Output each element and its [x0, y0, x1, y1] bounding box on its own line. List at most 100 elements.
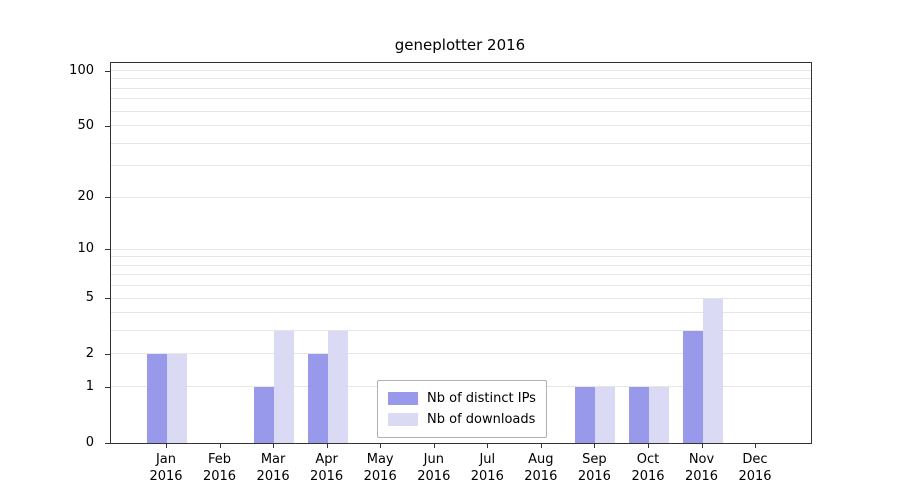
- year-label: 2016: [363, 469, 397, 484]
- chart-title: geneplotter 2016: [394, 36, 526, 54]
- year-label: 2016: [149, 469, 183, 484]
- bar-downloads-nov: [702, 298, 723, 443]
- legend-label-downloads: Nb of downloads: [427, 412, 536, 427]
- x-tick-mark: [273, 443, 275, 448]
- x-axis: Jan 2016 Feb 2016 Mar 2016 Apr 2016 May 2016 Jun 20…: [110, 443, 810, 499]
- x-tick-label: Nov 2016: [670, 451, 734, 485]
- x-tick-mark: [487, 443, 489, 448]
- month-label: Nov: [688, 452, 715, 467]
- month-label: Apr: [315, 452, 338, 467]
- x-tick-label: Jun 2016: [402, 451, 466, 485]
- month-label: Mar: [260, 452, 286, 467]
- month-label: Jun: [423, 452, 444, 467]
- year-label: 2016: [631, 469, 665, 484]
- legend-swatch-downloads: [388, 413, 418, 426]
- y-tick-label: 5: [85, 290, 94, 306]
- gridline: [111, 248, 811, 250]
- y-tick-mark: [105, 249, 110, 251]
- legend-item-distinct-ips: Nb of distinct IPs: [388, 388, 536, 409]
- x-tick-mark: [219, 443, 221, 448]
- x-tick-mark: [433, 443, 435, 448]
- year-label: 2016: [202, 469, 237, 484]
- gridline: [111, 264, 811, 266]
- x-tick-mark: [755, 443, 756, 448]
- year-label: 2016: [577, 469, 611, 484]
- gridline: [111, 353, 811, 355]
- legend-item-downloads: Nb of downloads: [388, 409, 536, 430]
- x-tick-label: Sep 2016: [562, 451, 626, 485]
- legend-swatch-distinct-ips: [388, 392, 418, 405]
- y-tick-mark: [105, 70, 110, 72]
- x-tick-label: Jul 2016: [455, 451, 519, 485]
- gridline: [111, 312, 811, 314]
- month-label: Dec: [742, 452, 768, 467]
- year-label: 2016: [417, 469, 451, 484]
- month-label: Jul: [479, 452, 496, 467]
- x-tick-mark: [326, 443, 328, 448]
- gridline: [111, 78, 811, 80]
- year-label: 2016: [738, 469, 772, 484]
- x-tick-mark: [701, 443, 703, 448]
- bar-distinct-ips-oct: [629, 387, 649, 443]
- year-label: 2016: [684, 469, 719, 484]
- gridline: [111, 285, 811, 287]
- x-tick-label: Mar 2016: [241, 451, 305, 485]
- gridline: [111, 98, 811, 100]
- gridline: [111, 256, 811, 258]
- bar-downloads-sep: [595, 387, 616, 443]
- gridline: [111, 274, 811, 276]
- month-label: Sep: [582, 452, 607, 467]
- x-tick-mark: [540, 443, 542, 448]
- x-tick-mark: [166, 443, 167, 448]
- y-tick-mark: [105, 125, 110, 127]
- x-tick-label: May 2016: [348, 451, 412, 485]
- gridline: [111, 142, 811, 144]
- x-tick-label: Oct 2016: [616, 451, 680, 485]
- year-label: 2016: [310, 469, 344, 484]
- gridline: [111, 70, 811, 71]
- y-tick-label: 50: [77, 117, 94, 133]
- x-tick-label: Apr 2016: [295, 451, 359, 485]
- gridline: [111, 110, 811, 112]
- x-tick-label: Feb 2016: [188, 451, 252, 485]
- gridline: [111, 196, 811, 198]
- y-tick-label: 100: [69, 62, 94, 78]
- x-tick-label: Jan 2016: [134, 451, 198, 485]
- y-tick-mark: [105, 197, 110, 199]
- gridline: [111, 330, 811, 332]
- gridline: [111, 297, 811, 299]
- bar-downloads-jan: [167, 354, 187, 443]
- y-tick-mark: [105, 353, 110, 355]
- y-tick-label: 20: [77, 189, 94, 205]
- y-tick-mark: [105, 442, 110, 444]
- y-tick-label: 0: [85, 434, 94, 450]
- gridline: [111, 125, 811, 127]
- bar-downloads-apr: [327, 331, 348, 443]
- x-tick-label: Dec 2016: [723, 451, 787, 485]
- y-tick-mark: [105, 386, 110, 388]
- x-tick-mark: [648, 443, 649, 448]
- x-tick-mark: [594, 443, 596, 448]
- month-label: Jan: [155, 452, 177, 467]
- month-label: May: [366, 452, 394, 467]
- legend-label-distinct-ips: Nb of distinct IPs: [427, 391, 536, 406]
- bar-downloads-mar: [274, 331, 295, 443]
- x-tick-mark: [380, 443, 382, 448]
- month-label: Aug: [528, 452, 554, 467]
- bar-distinct-ips-jan: [147, 354, 167, 443]
- y-axis: 0 1 2 5 10 20 50 100: [0, 62, 110, 450]
- year-label: 2016: [470, 469, 504, 484]
- bar-distinct-ips-mar: [254, 387, 275, 443]
- x-tick-label: Aug 2016: [509, 451, 573, 485]
- year-label: 2016: [256, 469, 290, 484]
- bar-downloads-oct: [649, 387, 669, 443]
- legend: Nb of distinct IPs Nb of downloads: [377, 380, 547, 438]
- bar-distinct-ips-sep: [575, 387, 596, 443]
- gridline: [111, 87, 811, 89]
- y-tick-mark: [105, 298, 110, 300]
- y-tick-label: 1: [85, 378, 94, 394]
- month-label: Feb: [207, 452, 232, 467]
- y-tick-label: 10: [77, 241, 94, 257]
- bar-distinct-ips-nov: [682, 331, 703, 443]
